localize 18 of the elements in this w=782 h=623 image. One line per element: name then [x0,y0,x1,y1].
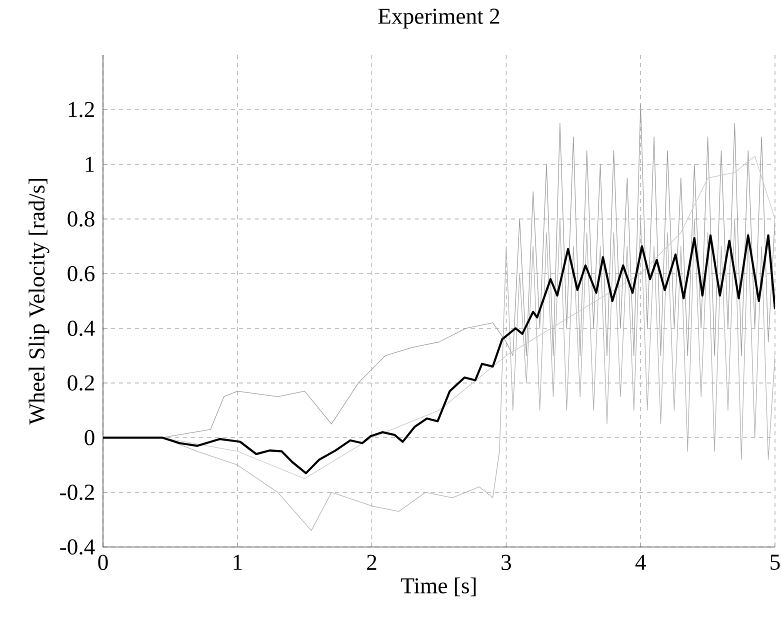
x-tick-label: 4 [635,554,646,570]
x-tick-label: 5 [770,554,780,570]
y-tick-label: 0.4 [68,320,95,336]
x-tick-label: 3 [502,554,511,570]
y-tick-label: 0 [84,430,94,446]
y-tick-label: 1 [86,156,94,172]
y-tick-label: 1.2 [68,102,94,118]
x-axis-title: Time [s] [401,577,476,596]
y-tick-label: 0.8 [68,211,94,227]
chart-title: Experiment 2 [378,8,500,29]
y-tick-label: 0.2 [68,375,94,391]
x-tick-label: 2 [367,554,376,570]
y-tick-label: -0.4 [60,539,95,555]
y-tick-label: -0.2 [60,484,94,500]
y-axis-title: Wheel Slip Velocity [rad/s] [28,178,50,425]
x-tick-label: 0 [98,554,108,570]
y-tick-label: 0.6 [68,266,95,282]
x-tick-label: 1 [234,554,242,570]
